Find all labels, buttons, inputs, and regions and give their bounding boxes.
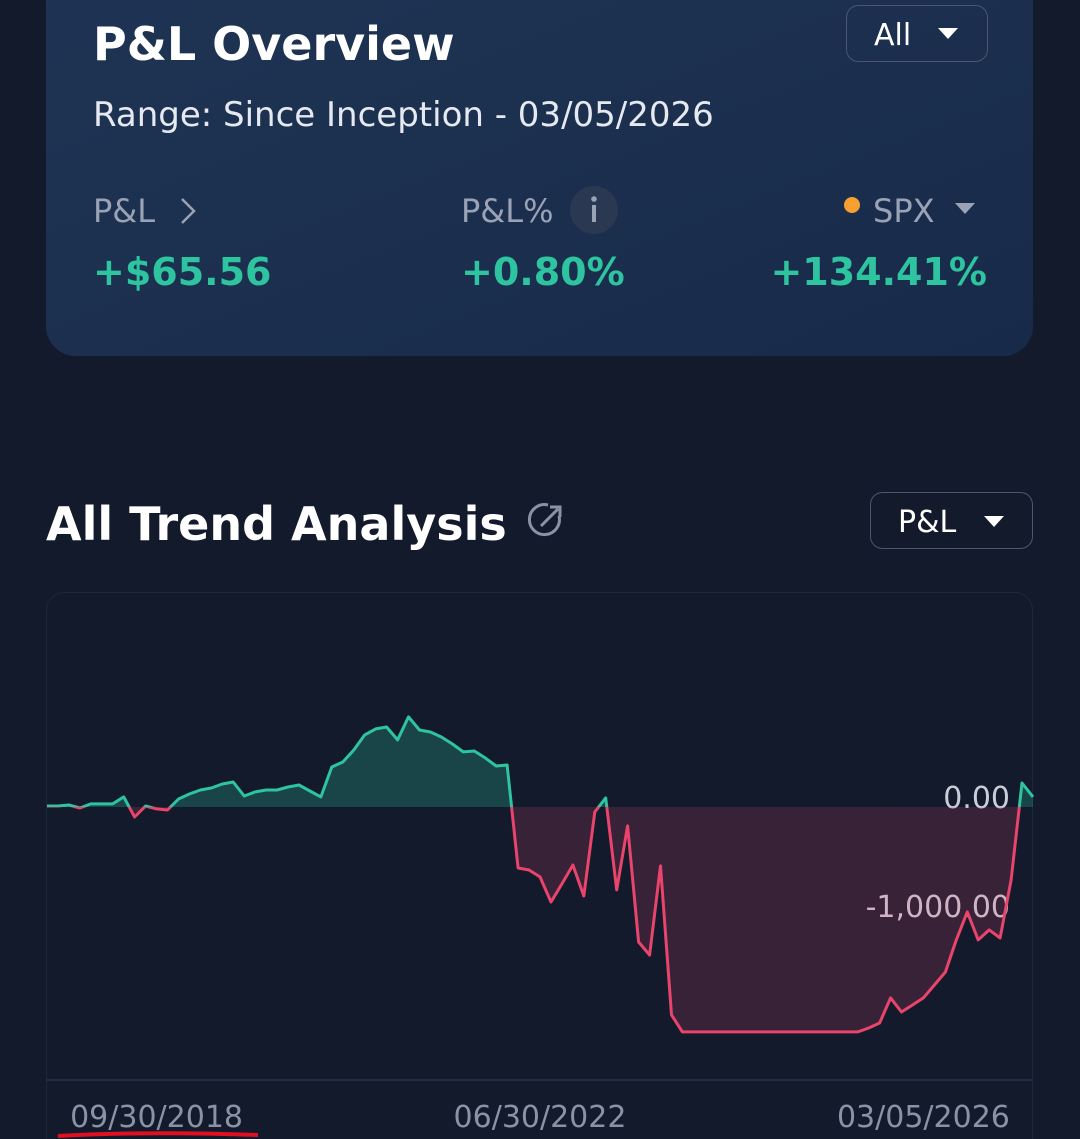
overview-title: P&L Overview: [93, 17, 455, 71]
metric-label[interactable]: P&L: [93, 192, 155, 230]
x-tick-label: 03/05/2026: [837, 1100, 1010, 1135]
metric-label: P&L%: [461, 192, 553, 230]
metric-value: +$65.56: [93, 250, 271, 294]
dropdown-arrow[interactable]: [938, 28, 958, 39]
x-tick-label: 06/30/2022: [454, 1100, 627, 1135]
benchmark-dot: [844, 197, 860, 213]
share-icon[interactable]: [527, 503, 562, 537]
metric-pl-percent: P&L% +0.80%: [461, 186, 625, 294]
metric-selector[interactable]: P&L: [870, 492, 1033, 549]
metric-value: +0.80%: [461, 250, 625, 294]
trend-title: All Trend Analysis: [46, 497, 507, 551]
line: [47, 715, 1035, 1034]
hand-underline: [57, 1131, 259, 1138]
info-stem: [592, 205, 596, 222]
dropdown-label[interactable]: All: [874, 18, 911, 53]
metric-value: +134.41%: [770, 250, 987, 294]
dropdown-border[interactable]: [870, 492, 1033, 549]
filter-dropdown[interactable]: All: [846, 5, 988, 62]
metric-benchmark[interactable]: SPX +134.41%: [770, 192, 987, 294]
chevron[interactable]: [181, 198, 196, 224]
share-icon-arc[interactable]: [527, 503, 561, 537]
x-tick-label: 09/30/2018: [70, 1100, 243, 1135]
plot: 0.00-1,000.0009/30/201806/30/202203/05/2…: [47, 715, 1035, 1135]
share-icon-arrow[interactable]: [539, 505, 562, 528]
metric-label[interactable]: SPX: [873, 192, 935, 230]
dropdown-label[interactable]: P&L: [898, 505, 956, 540]
dropdown-border[interactable]: [846, 5, 988, 62]
overview-card: [46, 0, 1033, 356]
area-fill: [47, 716, 1033, 1032]
overview-range: Range: Since Inception - 03/05/2026: [93, 95, 714, 135]
info-dot: [591, 196, 597, 202]
dropdown-arrow[interactable]: [984, 516, 1004, 527]
dropdown-arrow[interactable]: [955, 203, 975, 214]
metric-pl[interactable]: P&L +$65.56: [93, 192, 271, 294]
